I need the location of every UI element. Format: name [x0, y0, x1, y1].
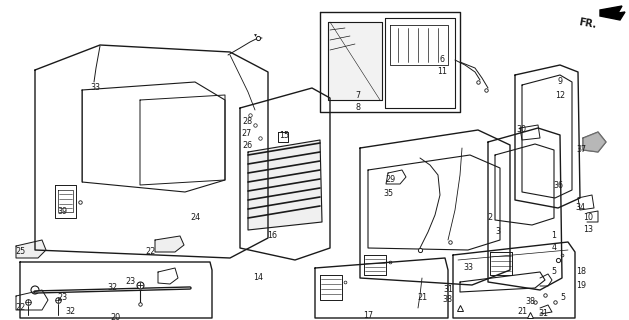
- Text: 29: 29: [385, 175, 395, 185]
- Polygon shape: [16, 240, 46, 258]
- Text: 20: 20: [110, 314, 120, 320]
- Text: 31: 31: [443, 285, 453, 294]
- Text: 35: 35: [383, 188, 393, 197]
- Text: 33: 33: [90, 84, 100, 92]
- Text: 12: 12: [555, 91, 565, 100]
- Polygon shape: [328, 22, 382, 100]
- Text: 30: 30: [516, 125, 526, 134]
- Polygon shape: [583, 132, 606, 152]
- Text: 39: 39: [57, 207, 67, 217]
- Text: 34: 34: [575, 204, 585, 212]
- Text: 37: 37: [576, 146, 586, 155]
- Text: 3: 3: [496, 228, 501, 236]
- Text: 17: 17: [363, 310, 373, 319]
- Text: 22: 22: [15, 303, 25, 313]
- Text: 6: 6: [440, 55, 445, 65]
- Polygon shape: [155, 236, 184, 252]
- Text: 9: 9: [557, 77, 562, 86]
- Text: 32: 32: [107, 284, 117, 292]
- Text: 21: 21: [417, 293, 427, 302]
- Text: 32: 32: [65, 308, 75, 316]
- Text: 1: 1: [552, 230, 557, 239]
- Text: 16: 16: [267, 230, 277, 239]
- Text: 24: 24: [190, 213, 200, 222]
- Text: 10: 10: [583, 213, 593, 222]
- Text: 18: 18: [576, 268, 586, 276]
- Text: 13: 13: [583, 226, 593, 235]
- Text: 22: 22: [145, 247, 155, 257]
- Text: 38: 38: [525, 298, 535, 307]
- Text: 31: 31: [538, 309, 548, 318]
- Text: 5: 5: [560, 293, 565, 302]
- Text: 27: 27: [242, 129, 252, 138]
- Text: 28: 28: [242, 117, 252, 126]
- Text: 23: 23: [125, 277, 135, 286]
- Text: 8: 8: [355, 103, 360, 113]
- Text: 26: 26: [242, 140, 252, 149]
- Text: FR.: FR.: [578, 18, 598, 30]
- Text: 25: 25: [15, 247, 25, 257]
- Text: 4: 4: [552, 244, 557, 252]
- Text: 36: 36: [553, 180, 563, 189]
- Text: 19: 19: [576, 281, 586, 290]
- Text: 23: 23: [57, 293, 67, 302]
- Text: 11: 11: [437, 68, 447, 76]
- Text: 14: 14: [253, 274, 263, 283]
- Polygon shape: [248, 140, 322, 230]
- Text: 21: 21: [517, 308, 527, 316]
- Text: 15: 15: [279, 131, 289, 140]
- Text: 7: 7: [355, 91, 360, 100]
- Text: 33: 33: [463, 263, 473, 273]
- Text: 5: 5: [552, 268, 557, 276]
- Text: 38: 38: [442, 295, 452, 305]
- Polygon shape: [600, 6, 625, 20]
- Text: 2: 2: [487, 213, 493, 222]
